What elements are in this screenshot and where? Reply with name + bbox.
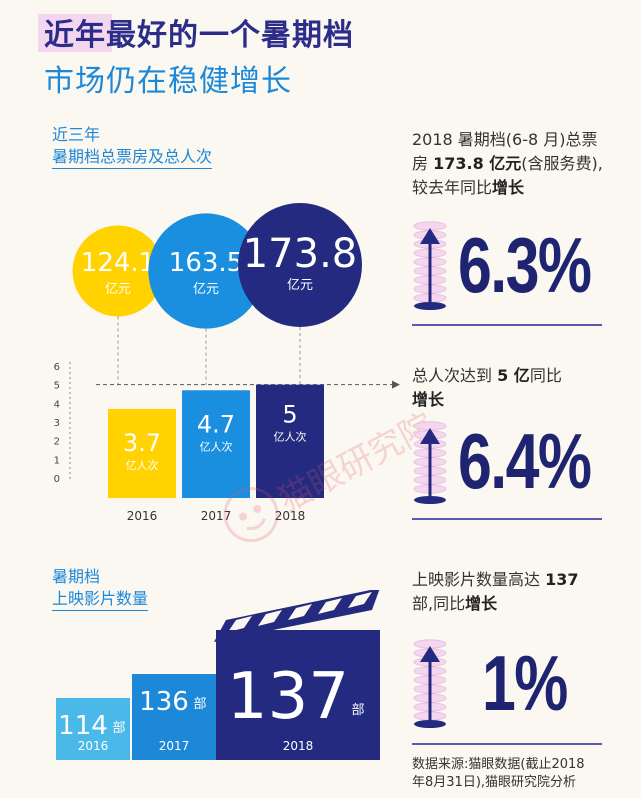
film-bar-value-label: 114 [58,711,108,741]
y-tick-label: 5 [54,381,60,392]
coil-arrow-head [420,228,440,244]
film-bar-2018 [216,630,380,760]
film-bar-category-label: 2017 [159,739,190,753]
coil-base [414,302,446,310]
people-bar-unit-label: 亿人次 [126,458,159,472]
source-line: 数据来源:猫眼数据(截止2018 [412,757,585,772]
stat-films-text: 上映影片数量高达 137 部,同比增长 [412,568,612,616]
stat-box-office-text: 2018 暑期档(6-8 月)总票房 173.8 亿元(含服务费),较去年同比增… [412,128,612,200]
stat-text: 总人次达到 [412,366,498,385]
section-label-box-office: 近三年 暑期档总票房及总人次 [52,124,213,169]
y-tick-label: 4 [54,399,60,410]
clapperboard-icon [214,590,380,642]
coil-arrow-icon [413,639,447,728]
stat-text: 2018 暑期档(6-8 月)总票房 [412,130,598,173]
section-label-line1: 近三年 [52,125,101,144]
divider [412,743,602,745]
people-bar-value-label: 5 [282,401,297,429]
divider [412,324,602,326]
bubble-value-label: 173.8 [243,231,358,277]
stat-text: 部,同比 [412,594,466,613]
film-bar-category-label: 2016 [78,739,109,753]
bubble-2018 [238,203,362,327]
film-bar-value-label: 136 [139,687,189,717]
stat-people-text: 总人次达到 5 亿同比增长 [412,364,612,412]
section-label-line2: 暑期档总票房及总人次 [52,146,213,169]
bubble-2017 [148,213,264,329]
film-bar-2017 [132,674,216,760]
people-bar-2017 [182,390,250,498]
film-bar-2016 [56,698,130,760]
stat-text-bold: 137 [545,570,579,589]
bubble-2016 [72,225,164,317]
y-tick-label: 1 [54,455,60,466]
section-label-line1: 暑期档 [52,567,101,586]
coil-base [414,496,446,504]
x-tick-label: 2016 [127,509,158,523]
coil-arrow-icon [413,421,447,504]
y-tick-label: 6 [54,362,60,373]
bubble-unit-label: 亿元 [105,282,131,297]
section-label-films: 暑期档 上映影片数量 [52,566,149,611]
stat-text-bold: 增长 [492,178,525,197]
bubble-value-label: 124.1 [81,248,155,278]
film-bar-category-label: 2018 [283,739,314,753]
people-bar-2016 [108,408,176,498]
coil-arrow-head [420,428,440,444]
stat-text-bold: 增长 [412,390,445,409]
bubble-unit-label: 亿元 [193,282,219,297]
page-title: 近年最好的一个暑期档 [44,18,354,53]
page-subtitle: 市场仍在稳健增长 [44,64,292,99]
x-tick-label: 2017 [201,509,232,523]
bubble-value-label: 163.5 [169,248,243,278]
section-label-line2: 上映影片数量 [52,588,149,611]
stat-text: 上映影片数量高达 [412,570,546,589]
film-bar-unit-label: 部 [112,721,125,736]
x-tick-label: 2018 [275,509,306,523]
film-bar-unit-label: 部 [351,703,364,718]
stat-films-value: 1% [482,639,568,727]
people-bar-unit-label: 亿人次 [274,430,307,444]
title-highlight [38,14,112,52]
people-bar-2018 [256,384,324,498]
y-tick-label: 2 [54,437,60,448]
y-tick-label: 0 [54,474,60,485]
people-bar-value-label: 3.7 [123,429,161,457]
coil-base [414,720,446,728]
stat-text: 同比 [529,366,562,385]
y-tick-label: 3 [54,418,60,429]
coil-arrow-icon [413,221,447,310]
source-line: 年8月31日),猫眼研究院分析 [412,775,577,790]
stat-text-bold: 173.8 亿元 [433,154,522,173]
stat-text-bold: 5 亿 [497,366,530,385]
coil-arrow-head [420,646,440,662]
divider [412,518,602,520]
people-bar-unit-label: 亿人次 [200,439,233,453]
data-source: 数据来源:猫眼数据(截止2018 年8月31日),猫眼研究院分析 [412,756,585,792]
stat-text: (含服务费),较去年同比 [412,154,603,197]
film-bar-value-label: 137 [227,660,349,734]
stat-box-office-value: 6.3% [458,221,592,309]
people-bar-value-label: 4.7 [197,410,235,438]
film-bar-unit-label: 部 [193,697,206,712]
reference-arrow-icon [392,380,400,389]
stat-people-value: 6.4% [458,417,592,505]
stat-text-bold: 增长 [465,594,498,613]
bubble-unit-label: 亿元 [287,278,313,293]
